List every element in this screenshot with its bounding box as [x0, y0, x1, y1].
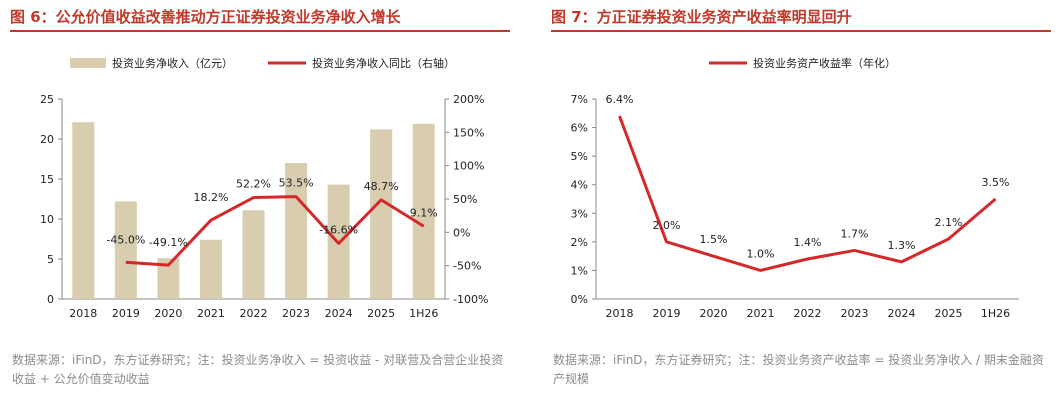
x-tick-label: 2023	[282, 307, 310, 320]
y-tick-label: 5%	[571, 150, 588, 163]
x-tick-label: 2024	[888, 307, 916, 320]
data-label-return: 3.5%	[982, 176, 1010, 189]
x-tick-label: 2025	[935, 307, 963, 320]
data-label-return: 1.7%	[841, 227, 869, 240]
data-label-yoy: 53.5%	[279, 177, 314, 190]
x-tick-label: 2018	[606, 307, 634, 320]
y-tick-label: 7%	[571, 93, 588, 106]
bar-revenue	[242, 210, 265, 299]
x-tick-label: 2018	[69, 307, 97, 320]
y-tick-label: 3%	[571, 207, 588, 220]
data-label-yoy: -49.1%	[149, 236, 188, 249]
data-label-return: 1.4%	[794, 236, 822, 249]
right-chart-source-note: 数据来源：iFinD，东方证券研究；注：投资业务资产收益率 = 投资业务净收入 …	[553, 353, 1044, 386]
bar-revenue	[114, 201, 137, 299]
x-tick-label: 2024	[325, 307, 353, 320]
data-label-yoy: 48.7%	[364, 180, 399, 193]
data-label-yoy: -16.6%	[319, 223, 358, 236]
right-title-divider	[551, 30, 1051, 32]
data-label-yoy: 9.1%	[410, 206, 438, 219]
x-tick-label: 2019	[653, 307, 681, 320]
y-tick-label: 2%	[571, 236, 588, 249]
right-y-tick-label: -100%	[453, 293, 488, 306]
right-chart-svg: 投资业务资产收益率（年化） 0% 1% 2% 3% 4% 5% 6% 7% 2018 2019 202…	[571, 56, 1019, 320]
right-chart-title: 图 7：方正证券投资业务资产收益率明显回升	[551, 8, 852, 26]
right-y-tick-label: 50%	[453, 193, 477, 206]
bar-revenue	[412, 123, 435, 299]
left-chart-panel: 图 6：公允价值收益改善推动方正证券投资业务净收入增长 投资业务净收入（亿元） 投…	[0, 0, 520, 400]
bar-revenue	[199, 239, 222, 299]
right-y-tick-label: 150%	[453, 126, 484, 139]
right-chart-panel: 图 7：方正证券投资业务资产收益率明显回升 投资业务资产收益率（年化） 0% 1% 2…	[541, 0, 1061, 400]
left-y-tick-label: 25	[40, 93, 54, 106]
left-chart-title: 图 6：公允价值收益改善推动方正证券投资业务净收入增长	[10, 8, 401, 26]
bar-revenue	[370, 129, 393, 299]
left-y-tick-label: 15	[40, 173, 54, 186]
right-y-tick-label: -50%	[453, 260, 481, 273]
yoy-growth-line	[125, 195, 425, 267]
x-tick-label: 2021	[747, 307, 775, 320]
data-label-return: 6.4%	[606, 93, 634, 106]
y-tick-label: 0%	[571, 293, 588, 306]
data-label-yoy: 18.2%	[193, 191, 228, 204]
bar-revenue	[72, 122, 95, 299]
left-title-divider	[10, 30, 510, 32]
data-label-yoy: -45.0%	[106, 233, 145, 246]
data-label-return: 2.1%	[935, 216, 963, 229]
data-label-return: 1.0%	[747, 247, 775, 260]
left-chart-svg: 投资业务净收入（亿元） 投资业务净收入同比（右轴）0510152025-100%-…	[40, 56, 488, 320]
left-y-tick-label: 0	[47, 293, 54, 306]
y-tick-label: 6%	[571, 122, 588, 135]
x-tick-label: 1H26	[409, 307, 438, 320]
right-y-tick-label: 100%	[453, 160, 484, 173]
x-tick-label: 2023	[841, 307, 869, 320]
legend-swatch-bar	[70, 58, 106, 68]
x-tick-label: 2020	[154, 307, 182, 320]
asset-return-line	[618, 115, 997, 272]
data-label-return: 1.3%	[888, 239, 916, 252]
x-tick-label: 2025	[367, 307, 395, 320]
x-tick-label: 2022	[794, 307, 822, 320]
data-label-return: 1.5%	[700, 233, 728, 246]
x-tick-label: 2019	[112, 307, 140, 320]
legend-label-return: 投资业务资产收益率（年化）	[753, 56, 896, 70]
left-chart-source-note: 数据来源：iFinD，东方证券研究；注：投资业务净收入 = 投资收益 - 对联营…	[12, 353, 504, 386]
data-label-yoy: 52.2%	[236, 178, 271, 191]
y-tick-label: 1%	[571, 264, 588, 277]
left-y-tick-label: 20	[40, 133, 54, 146]
right-y-tick-label: 200%	[453, 93, 484, 106]
left-y-tick-label: 5	[47, 253, 54, 266]
left-y-tick-label: 10	[40, 213, 54, 226]
legend-label-line: 投资业务净收入同比（右轴）	[312, 56, 455, 70]
legend-label-bar: 投资业务净收入（亿元）	[112, 56, 233, 70]
right-y-tick-label: 0%	[453, 226, 470, 239]
x-tick-label: 2020	[700, 307, 728, 320]
x-tick-label: 1H26	[981, 307, 1010, 320]
y-tick-label: 4%	[571, 179, 588, 192]
x-tick-label: 2021	[197, 307, 225, 320]
data-label-return: 2.0%	[653, 219, 681, 232]
bar-revenue	[157, 258, 180, 299]
x-tick-label: 2022	[240, 307, 268, 320]
